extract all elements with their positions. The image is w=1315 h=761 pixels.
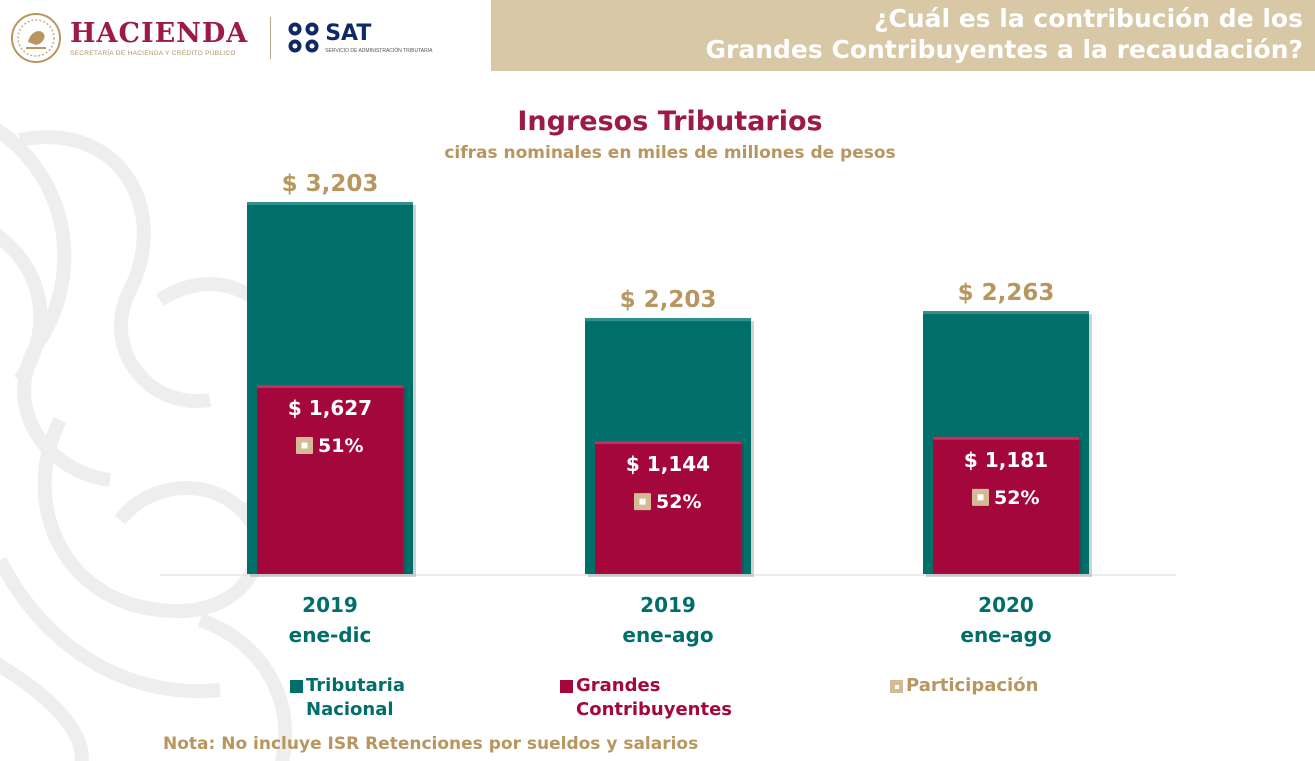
category-label-year: 2020	[978, 593, 1034, 617]
data-label-grandes: $ 1,627	[288, 396, 372, 420]
legend-swatch-participacion	[890, 680, 903, 693]
chart-subtitle: cifras nominales en miles de millones de…	[444, 143, 896, 163]
data-label-grandes: $ 1,144	[626, 452, 710, 476]
sat-subtitle: SERVICIO DE ADMINISTRACIÓN TRIBUTARIA	[325, 48, 433, 54]
data-label-participacion: 52%	[994, 487, 1039, 509]
eagle-seal-icon	[11, 13, 61, 63]
category-label-year: 2019	[302, 593, 358, 617]
hacienda-name: HACIENDA	[70, 18, 249, 49]
data-label-tributaria: $ 3,203	[282, 171, 379, 197]
sat-logo-icon	[288, 22, 319, 53]
bar-grandes-top-edge	[595, 441, 741, 445]
footnote: Nota: No incluye ISR Retenciones por sue…	[163, 734, 699, 754]
bar-grandes	[257, 385, 403, 574]
participacion-marker-center	[977, 494, 984, 501]
bar-tributaria-top-edge	[923, 311, 1089, 315]
bar-tributaria-top-edge	[585, 318, 751, 322]
header-logos: HACIENDA SECRETARÍA DE HACIENDA Y CRÉDIT…	[10, 8, 432, 68]
data-label-participacion: 51%	[318, 435, 363, 457]
question-banner: ¿Cuál es la contribución de los Grandes …	[491, 0, 1315, 71]
bar-grandes	[595, 441, 741, 574]
bar-grandes	[933, 436, 1079, 574]
data-label-tributaria: $ 2,203	[620, 287, 717, 313]
category-label-period: ene-ago	[622, 623, 713, 647]
data-label-tributaria: $ 2,263	[958, 280, 1055, 306]
category-label-period: ene-ago	[960, 623, 1051, 647]
question-line-2: Grandes Contribuyentes a la recaudación?	[705, 35, 1303, 64]
chart-title: Ingresos Tributarios	[517, 106, 823, 137]
bar-tributaria-top-edge	[247, 202, 413, 205]
legend-label-tributaria: Tributaria Nacional	[306, 675, 405, 720]
category-label-year: 2019	[640, 593, 696, 617]
bar-grandes-top-edge	[933, 436, 1079, 440]
hacienda-subtitle: SECRETARÍA DE HACIENDA Y CRÉDITO PÚBLICO	[70, 50, 236, 57]
legend-swatch-tributaria	[290, 680, 303, 693]
legend-swatch-grandes	[560, 680, 573, 693]
legend-label-grandes: Grandes Contribuyentes	[576, 675, 733, 720]
data-label-participacion: 52%	[656, 491, 701, 513]
participacion-marker-center	[639, 498, 646, 505]
legend-label-participacion: Participación	[906, 675, 1039, 696]
data-label-grandes: $ 1,181	[964, 448, 1048, 472]
bar-grandes-top-edge	[257, 385, 403, 389]
logo-divider	[270, 17, 272, 59]
category-label-period: ene-dic	[289, 623, 372, 647]
participacion-marker-center	[301, 442, 308, 449]
sat-name: SAT	[325, 21, 372, 46]
question-line-1: ¿Cuál es la contribución de los	[873, 4, 1303, 33]
